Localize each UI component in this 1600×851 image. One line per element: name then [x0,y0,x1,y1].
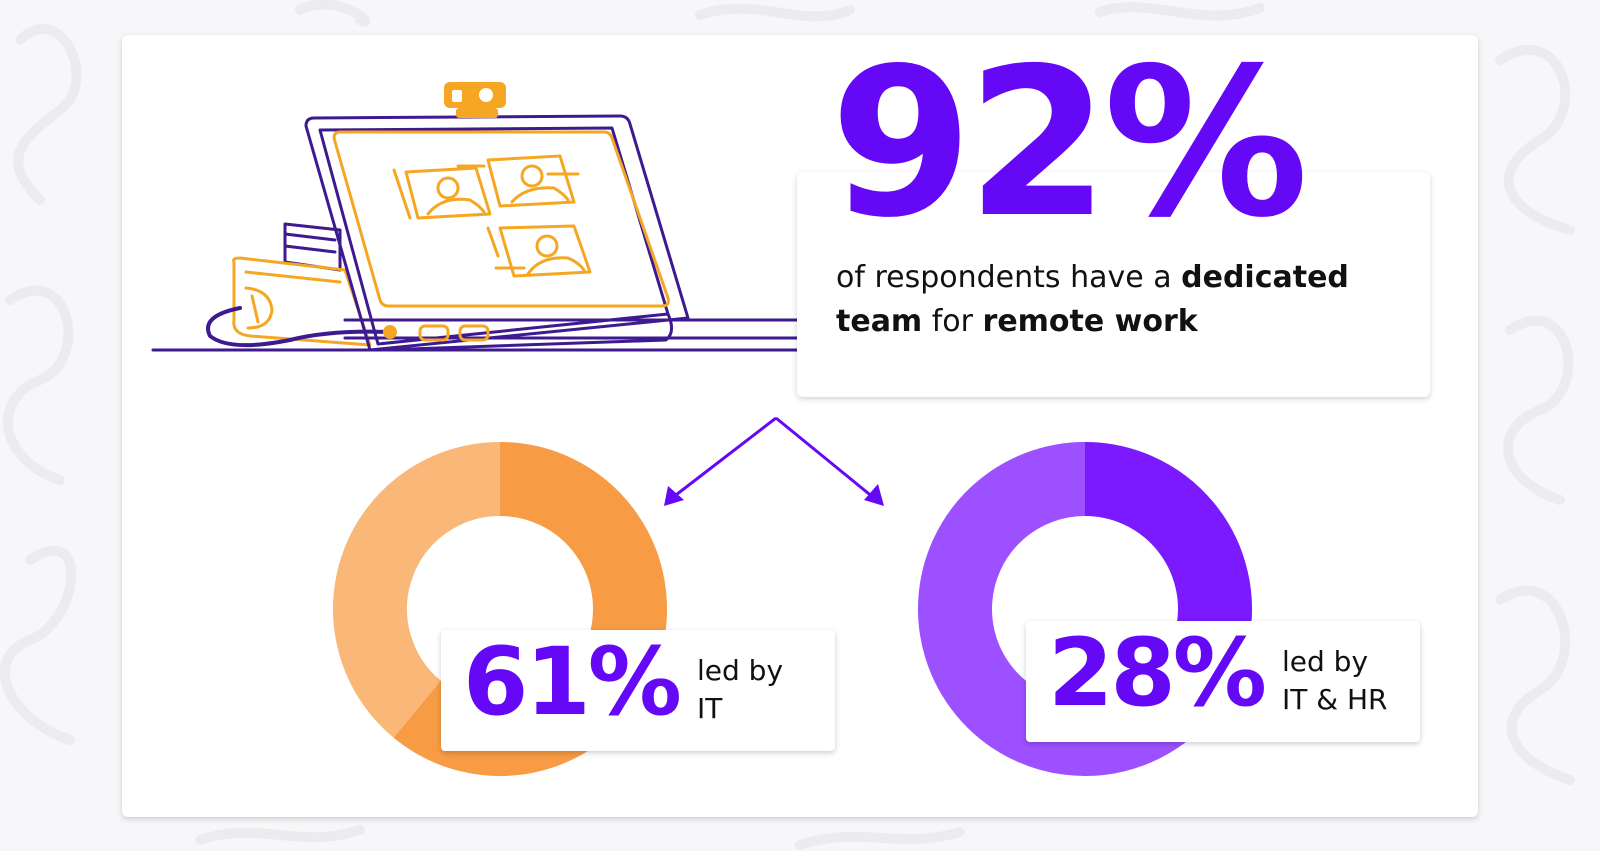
headline-text-part: remote work [982,304,1198,339]
headline-description: of respondents have a dedicated team for… [836,256,1416,344]
donut-caption: led by IT [697,652,783,728]
donut-value-label: 28% [1048,619,1267,728]
donut-slice-remainder [333,442,502,738]
arrow-left-icon [671,416,777,500]
donut-caption-line1: led by [697,654,784,687]
arrow-right-icon [775,416,875,500]
headline-stat-box [797,172,1430,397]
donut-slice-value [1083,442,1252,641]
headline-text-part: for [922,304,983,339]
webcam-icon [444,82,506,118]
donut-label-box-it-hr: 28% led by IT & HR [1026,621,1420,742]
donut-caption-line2: IT & HR [1282,683,1388,716]
headline-text-part: of respondents have a [836,260,1182,295]
headline-text-part: team [836,304,923,339]
cable-icon [206,306,390,348]
headline-text-part: dedicated [1181,260,1349,295]
donut-label-box-it: 61% led by IT [441,630,835,751]
donut-caption-line1: led by [1282,645,1369,678]
donut-value-label: 61% [463,628,682,737]
headline-value: 92% [830,25,1309,263]
donut-caption-line2: IT [697,692,723,725]
donut-caption: led by IT & HR [1282,643,1388,719]
laptop-icon [304,114,690,352]
